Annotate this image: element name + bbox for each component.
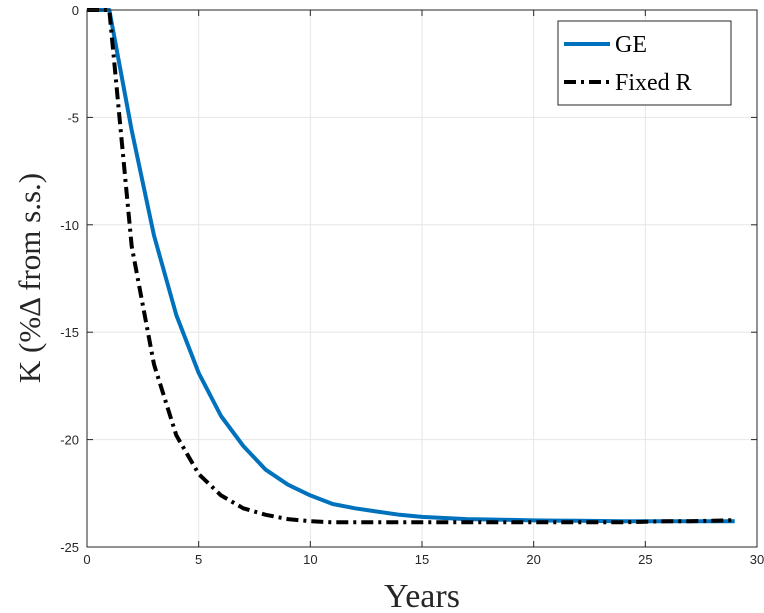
series-layer: [87, 8, 735, 525]
legend-label-fixed-r: Fixed R: [615, 70, 692, 96]
y-axis-title: K (%Δ from s.s.): [12, 173, 47, 383]
x-tick-label: 25: [638, 552, 652, 567]
x-tick-label: 5: [195, 552, 202, 567]
x-tick-label: 10: [303, 552, 317, 567]
y-tick-label: -20: [60, 433, 79, 448]
x-tick-label: 20: [526, 552, 540, 567]
y-tick-label: -10: [60, 218, 79, 233]
y-tick-label: -25: [60, 540, 79, 555]
series-line-ge: [87, 8, 735, 524]
y-tick-label: 0: [72, 3, 79, 18]
axis-ticks: 0 5 10 15 20 25 30 0 -5 -10 -15 -20 -25: [60, 3, 764, 567]
y-tick-label: -15: [60, 325, 79, 340]
x-axis-title: Years: [384, 578, 460, 613]
y-tick-label: -5: [67, 110, 79, 125]
legend-label-ge: GE: [615, 32, 647, 58]
x-tick-label: 0: [83, 552, 90, 567]
x-tick-label: 15: [415, 552, 429, 567]
x-tick-label: 30: [750, 552, 764, 567]
legend-box: [557, 20, 732, 106]
legend: GE Fixed R: [557, 20, 732, 106]
